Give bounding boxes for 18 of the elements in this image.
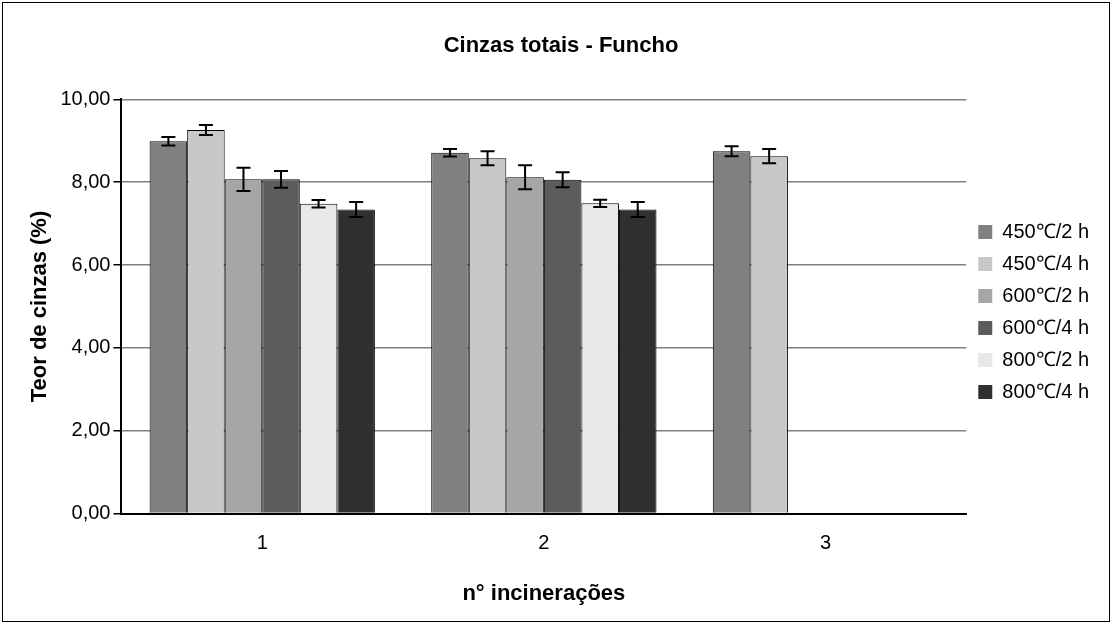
- x-tick-label: 1: [256, 531, 268, 554]
- legend-label: 600℃/2 h: [1002, 283, 1090, 306]
- y-tick-label: 0,00: [71, 501, 111, 524]
- legend-label: 600℃/4 h: [1002, 315, 1090, 338]
- y-tick-label: 4,00: [71, 335, 111, 358]
- x-axis-title: n° incinerações: [462, 579, 626, 605]
- x-tick-label: 2: [538, 531, 550, 554]
- y-axis-title: Teor de cinzas (%): [26, 210, 52, 403]
- x-tick-label: 3: [819, 531, 832, 554]
- chart-title: Cinzas totais - Funcho: [443, 32, 679, 58]
- y-tick-label: 2,00: [71, 418, 111, 441]
- legend-label: 450℃/4 h: [1002, 251, 1090, 274]
- y-tick-label: 10,00: [60, 86, 111, 109]
- legend-label: 800℃/2 h: [1002, 347, 1090, 370]
- legend-label: 800℃/4 h: [1002, 379, 1090, 402]
- y-tick-label: 6,00: [71, 252, 111, 275]
- legend-label: 450℃/2 h: [1002, 219, 1090, 242]
- y-tick-label: 8,00: [71, 169, 111, 192]
